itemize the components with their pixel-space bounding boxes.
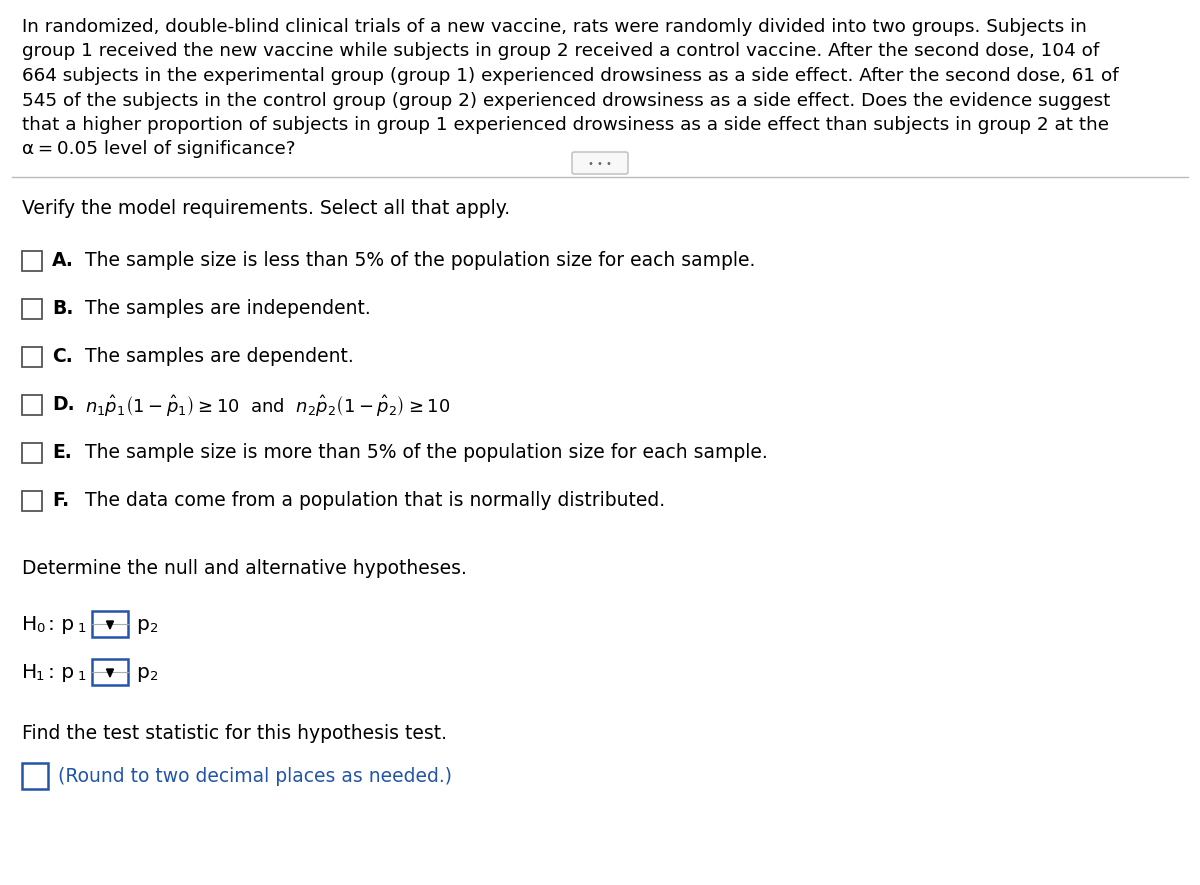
Text: Determine the null and alternative hypotheses.: Determine the null and alternative hypot… — [22, 559, 467, 578]
Text: 664 subjects in the experimental group (group 1) experienced drowsiness as a sid: 664 subjects in the experimental group (… — [22, 67, 1118, 85]
FancyBboxPatch shape — [22, 763, 48, 789]
Text: : p: : p — [48, 663, 74, 681]
FancyBboxPatch shape — [92, 659, 128, 685]
FancyBboxPatch shape — [22, 491, 42, 511]
Text: The sample size is more than 5% of the population size for each sample.: The sample size is more than 5% of the p… — [85, 443, 768, 463]
Text: : p: : p — [48, 614, 74, 634]
Text: F.: F. — [52, 491, 70, 511]
Text: D.: D. — [52, 396, 74, 414]
Text: In randomized, double-blind clinical trials of a new vaccine, rats were randomly: In randomized, double-blind clinical tri… — [22, 18, 1087, 36]
Text: 545 of the subjects in the control group (group 2) experienced drowsiness as a s: 545 of the subjects in the control group… — [22, 91, 1110, 110]
Text: The data come from a population that is normally distributed.: The data come from a population that is … — [85, 491, 665, 511]
FancyBboxPatch shape — [22, 395, 42, 415]
Text: The samples are dependent.: The samples are dependent. — [85, 348, 354, 366]
Text: (Round to two decimal places as needed.): (Round to two decimal places as needed.) — [58, 766, 452, 786]
FancyBboxPatch shape — [92, 611, 128, 637]
FancyBboxPatch shape — [22, 299, 42, 319]
Text: 1: 1 — [36, 671, 44, 683]
Text: 1: 1 — [78, 622, 86, 635]
Text: 2: 2 — [150, 622, 158, 635]
Text: A.: A. — [52, 251, 74, 271]
Text: C.: C. — [52, 348, 73, 366]
Text: E.: E. — [52, 443, 72, 463]
Polygon shape — [107, 621, 114, 629]
Text: H: H — [22, 614, 37, 634]
Text: 1: 1 — [78, 671, 86, 683]
Text: The sample size is less than 5% of the population size for each sample.: The sample size is less than 5% of the p… — [85, 251, 755, 271]
Text: α = 0.05 level of significance?: α = 0.05 level of significance? — [22, 141, 295, 158]
Text: 0: 0 — [36, 622, 44, 635]
Text: p: p — [136, 614, 149, 634]
FancyBboxPatch shape — [22, 251, 42, 271]
Text: • • •: • • • — [588, 159, 612, 169]
Text: group 1 received the new vaccine while subjects in group 2 received a control va: group 1 received the new vaccine while s… — [22, 42, 1099, 60]
Text: B.: B. — [52, 299, 73, 319]
Text: H: H — [22, 663, 37, 681]
Text: 2: 2 — [150, 671, 158, 683]
FancyBboxPatch shape — [22, 443, 42, 463]
Text: p: p — [136, 663, 149, 681]
Text: Find the test statistic for this hypothesis test.: Find the test statistic for this hypothe… — [22, 724, 446, 743]
Text: The samples are independent.: The samples are independent. — [85, 299, 371, 319]
Polygon shape — [107, 669, 114, 677]
Text: Verify the model requirements. Select all that apply.: Verify the model requirements. Select al… — [22, 199, 510, 218]
Text: $n_1\hat{p}_1\left(1-\hat{p}_1\right) \geq 10$  and  $n_2\hat{p}_2\left(1-\hat{p: $n_1\hat{p}_1\left(1-\hat{p}_1\right) \g… — [85, 393, 450, 418]
FancyBboxPatch shape — [22, 347, 42, 367]
Text: that a higher proportion of subjects in group 1 experienced drowsiness as a side: that a higher proportion of subjects in … — [22, 116, 1109, 134]
FancyBboxPatch shape — [572, 152, 628, 174]
